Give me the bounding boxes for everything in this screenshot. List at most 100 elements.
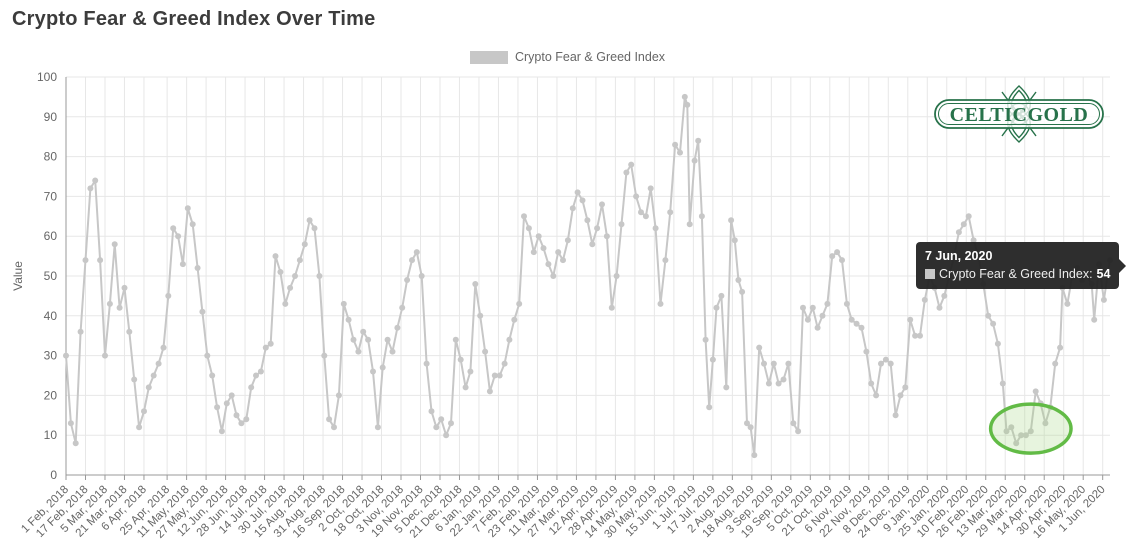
data-point[interactable]: [790, 420, 797, 427]
data-point[interactable]: [589, 241, 596, 248]
data-point[interactable]: [751, 452, 758, 459]
data-point[interactable]: [647, 185, 654, 192]
data-point[interactable]: [496, 372, 503, 379]
data-point[interactable]: [960, 221, 967, 228]
data-point[interactable]: [728, 217, 735, 224]
data-point[interactable]: [955, 229, 962, 236]
data-point[interactable]: [399, 304, 406, 311]
data-point[interactable]: [999, 380, 1006, 387]
data-point[interactable]: [912, 332, 919, 339]
data-point[interactable]: [569, 205, 576, 212]
data-point[interactable]: [887, 360, 894, 367]
data-point[interactable]: [155, 360, 162, 367]
data-point[interactable]: [709, 356, 716, 363]
data-point[interactable]: [189, 221, 196, 228]
legend-item[interactable]: Crypto Fear & Greed Index: [0, 50, 1135, 64]
data-point[interactable]: [301, 241, 308, 248]
data-point[interactable]: [902, 384, 909, 391]
data-point[interactable]: [584, 217, 591, 224]
data-point[interactable]: [594, 225, 601, 232]
data-point[interactable]: [1008, 424, 1015, 431]
data-point[interactable]: [695, 137, 702, 144]
data-point[interactable]: [775, 380, 782, 387]
data-point[interactable]: [613, 273, 620, 279]
data-point[interactable]: [1052, 360, 1059, 367]
data-point[interactable]: [199, 308, 206, 315]
data-point[interactable]: [345, 316, 352, 323]
data-point[interactable]: [418, 273, 425, 279]
data-point[interactable]: [409, 257, 415, 264]
data-point[interactable]: [486, 388, 493, 395]
data-point[interactable]: [433, 424, 440, 431]
data-point[interactable]: [936, 304, 943, 311]
data-point[interactable]: [1100, 296, 1107, 303]
data-point[interactable]: [628, 161, 635, 168]
data-point[interactable]: [1018, 432, 1025, 439]
data-point[interactable]: [618, 221, 625, 228]
data-point[interactable]: [116, 304, 123, 311]
data-point[interactable]: [804, 316, 811, 323]
data-point[interactable]: [819, 312, 826, 319]
data-point[interactable]: [457, 356, 464, 363]
data-point[interactable]: [853, 320, 860, 327]
data-point[interactable]: [564, 237, 571, 244]
data-point[interactable]: [389, 348, 396, 355]
data-point[interactable]: [834, 249, 841, 256]
data-point[interactable]: [331, 424, 337, 431]
data-point[interactable]: [917, 332, 923, 339]
data-point[interactable]: [209, 372, 216, 379]
data-point[interactable]: [467, 368, 474, 375]
data-point[interactable]: [1022, 432, 1029, 439]
data-point[interactable]: [965, 213, 972, 220]
data-point[interactable]: [194, 265, 201, 271]
data-point[interactable]: [214, 404, 221, 411]
data-point[interactable]: [735, 277, 742, 283]
data-point[interactable]: [204, 352, 211, 359]
data-point[interactable]: [448, 420, 454, 427]
data-point[interactable]: [150, 372, 157, 379]
data-point[interactable]: [941, 292, 948, 299]
data-point[interactable]: [126, 328, 133, 335]
data-point[interactable]: [970, 237, 977, 244]
data-point[interactable]: [882, 356, 889, 363]
data-point[interactable]: [326, 416, 333, 423]
data-point[interactable]: [67, 420, 74, 427]
data-point[interactable]: [257, 368, 264, 375]
data-point[interactable]: [121, 284, 128, 291]
data-point[interactable]: [170, 225, 177, 232]
data-point[interactable]: [350, 336, 357, 343]
data-point[interactable]: [684, 101, 691, 108]
data-point[interactable]: [1064, 300, 1071, 307]
data-point[interactable]: [491, 372, 498, 379]
data-point[interactable]: [814, 324, 821, 331]
data-point[interactable]: [765, 380, 772, 387]
data-point[interactable]: [141, 408, 147, 415]
data-point[interactable]: [633, 193, 640, 200]
data-point[interactable]: [321, 352, 328, 359]
data-point[interactable]: [360, 328, 367, 335]
data-point[interactable]: [482, 348, 489, 355]
data-point[interactable]: [379, 364, 386, 371]
data-point[interactable]: [277, 269, 284, 275]
data-point[interactable]: [662, 257, 669, 264]
data-point[interactable]: [550, 273, 557, 279]
data-point[interactable]: [335, 392, 342, 399]
data-point[interactable]: [501, 360, 508, 367]
data-point[interactable]: [262, 344, 269, 351]
data-point[interactable]: [521, 213, 527, 220]
data-point[interactable]: [370, 368, 376, 375]
data-point[interactable]: [652, 225, 659, 232]
data-point[interactable]: [462, 384, 469, 391]
data-point[interactable]: [770, 360, 777, 367]
data-point[interactable]: [907, 316, 914, 323]
data-point[interactable]: [477, 312, 484, 319]
data-point[interactable]: [365, 336, 372, 343]
data-point[interactable]: [848, 316, 855, 323]
data-point[interactable]: [560, 257, 566, 264]
data-point[interactable]: [545, 261, 552, 268]
data-point[interactable]: [608, 304, 615, 311]
data-point[interactable]: [184, 205, 191, 212]
data-point[interactable]: [1042, 420, 1049, 427]
data-point[interactable]: [131, 376, 138, 383]
data-point[interactable]: [579, 197, 586, 204]
